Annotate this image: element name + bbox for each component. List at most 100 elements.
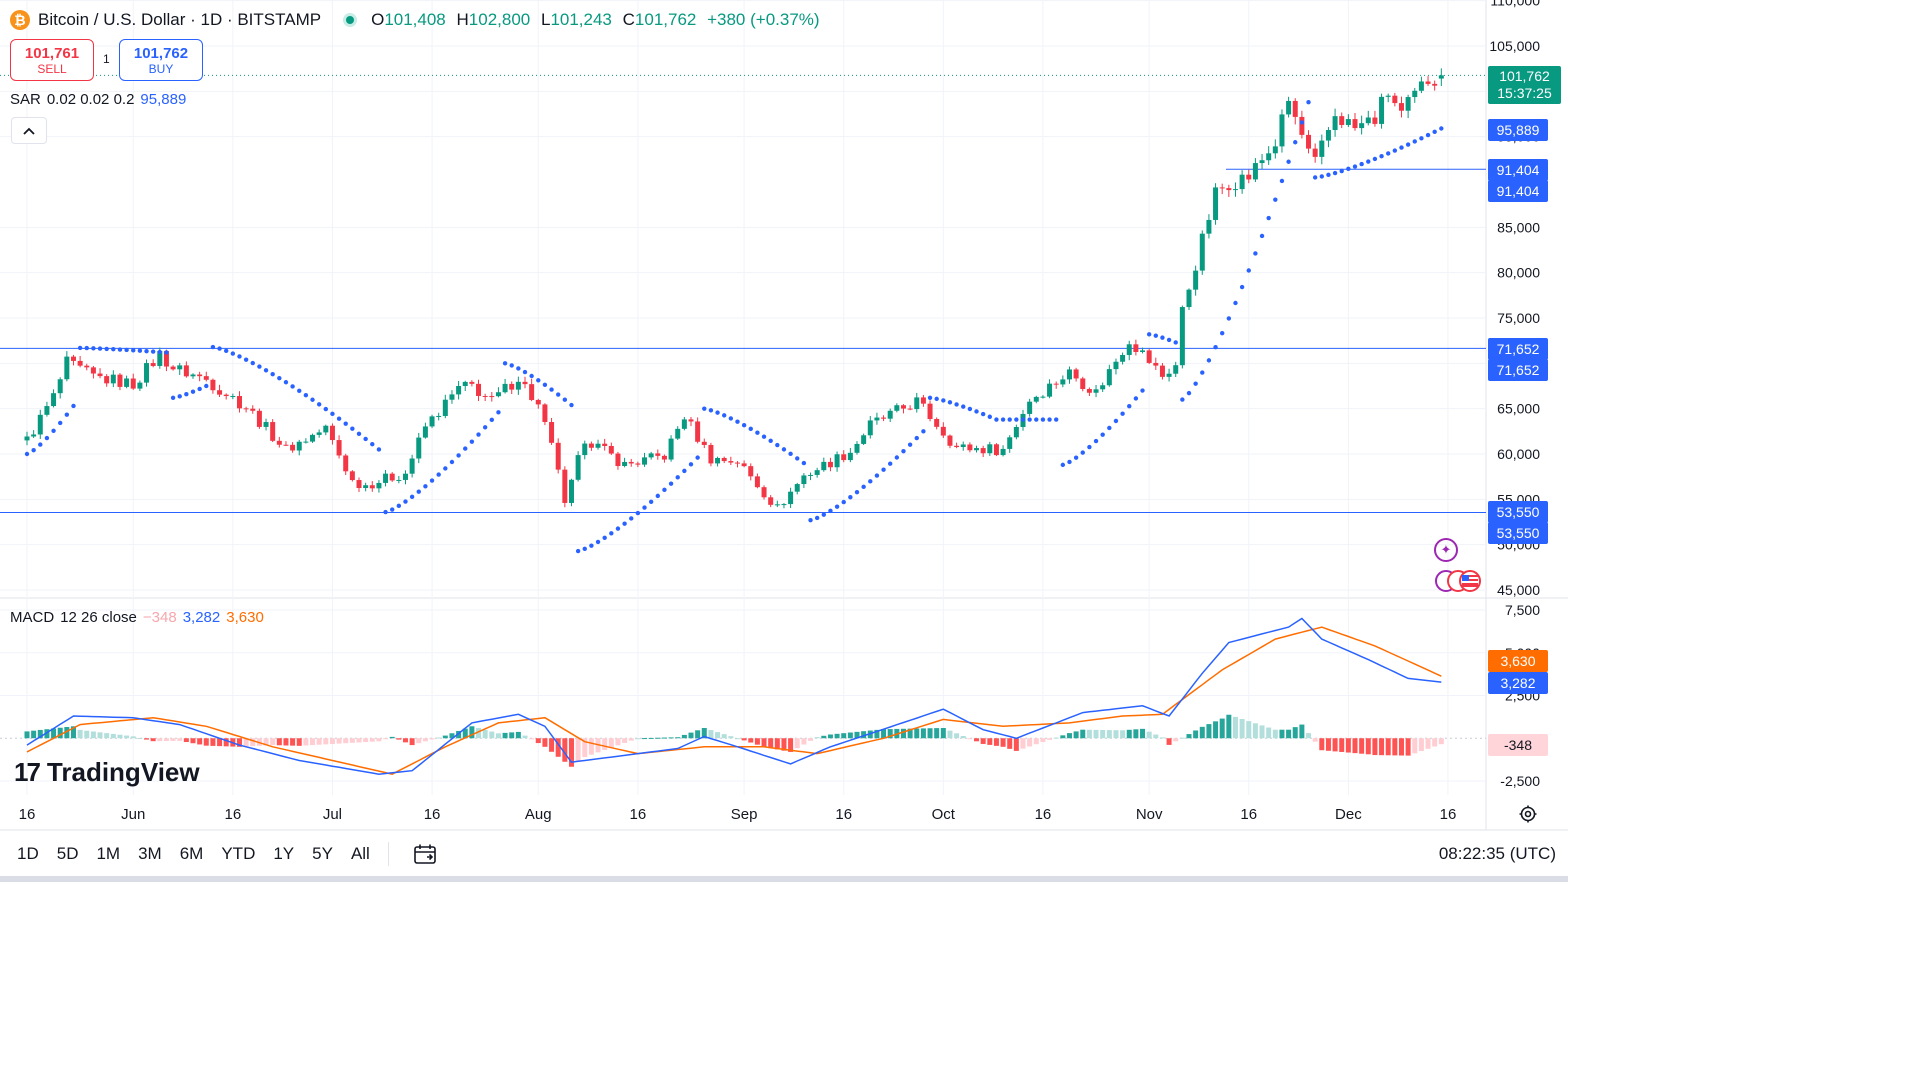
candle — [920, 394, 926, 407]
candle-body — [509, 383, 515, 390]
events-flag-icon[interactable] — [1434, 569, 1486, 593]
gear-icon[interactable] — [1518, 804, 1538, 824]
macd-hist-bar — [1246, 721, 1252, 739]
sar-dot — [383, 509, 388, 515]
candle — [476, 379, 482, 402]
macd-name: MACD — [10, 609, 55, 626]
macd-hist-bar — [31, 730, 37, 739]
macd-hist-bar — [469, 726, 475, 739]
timeframe-ytd[interactable]: YTD — [221, 844, 256, 863]
macd-hist-bar — [1073, 731, 1079, 739]
sar-dot — [403, 499, 408, 504]
sar-dot — [582, 546, 587, 552]
sell-price: 101,761 — [24, 44, 80, 62]
sparkle-icon[interactable]: ✦ — [1434, 538, 1458, 562]
timeframe-1d[interactable]: 1D — [17, 844, 39, 863]
macd-hist-bar — [476, 728, 482, 739]
timeframe-6m[interactable]: 6M — [179, 844, 204, 863]
candle-body — [635, 463, 641, 465]
macd-hist-bar — [987, 738, 993, 745]
timeframe-1m[interactable]: 1M — [96, 844, 121, 863]
candle — [847, 447, 853, 463]
sar-legend[interactable]: SAR 0.02 0.02 0.2 95,889 — [10, 91, 192, 108]
sar-dot — [224, 348, 229, 354]
candle-body — [1047, 383, 1053, 397]
macd-hist-bar — [801, 738, 807, 745]
candle — [1173, 361, 1179, 378]
candle-body — [270, 422, 276, 441]
buy-button[interactable]: 101,762 BUY — [119, 39, 203, 81]
symbol-title[interactable]: Bitcoin / U.S. Dollar · 1D · BITSTAMP — [38, 10, 322, 29]
macd-hist-bar — [1199, 726, 1205, 739]
sar-dot — [1286, 159, 1291, 164]
candle — [1266, 146, 1272, 165]
candle — [24, 431, 30, 446]
sell-button[interactable]: 101,761 SELL — [10, 39, 94, 81]
sar-dot — [1253, 251, 1258, 256]
macd-hist-bar — [409, 738, 415, 746]
candle-body — [728, 461, 734, 463]
timeframe-1y[interactable]: 1Y — [273, 844, 295, 863]
candle — [90, 365, 96, 379]
candle — [217, 384, 223, 398]
sar-dot — [1093, 438, 1099, 444]
sar-dot — [589, 543, 594, 548]
symbol-header[interactable]: ₿ Bitcoin / U.S. Dollar · 1D · BITSTAMP … — [10, 8, 826, 32]
candle — [223, 393, 229, 400]
sar-dot — [1246, 268, 1251, 273]
candle — [1060, 375, 1066, 388]
candle-body — [476, 383, 482, 396]
bitcoin-icon: ₿ — [10, 10, 30, 30]
macd-hist-bar — [436, 737, 442, 739]
candle-body — [157, 351, 163, 366]
candle-body — [808, 474, 814, 476]
timeframe-3m[interactable]: 3M — [138, 844, 162, 863]
macd-hist-bar — [197, 738, 203, 745]
collapse-legend-button[interactable] — [11, 117, 47, 144]
candle — [768, 495, 774, 508]
macd-hist-bar — [37, 729, 43, 739]
candle-body — [462, 381, 468, 387]
candle — [1100, 382, 1106, 392]
sar-dot — [111, 347, 116, 352]
buy-label: BUY — [148, 61, 174, 76]
candle-body — [1199, 233, 1205, 271]
chart-canvas[interactable]: 110,000105,000100,00095,00085,00080,0007… — [0, 0, 1568, 882]
candle — [64, 351, 70, 382]
candle-body — [801, 475, 807, 485]
candle — [310, 433, 316, 443]
timeframe-all[interactable]: All — [350, 844, 370, 863]
sar-dot — [814, 515, 820, 521]
candle — [808, 472, 814, 481]
sar-dot — [24, 451, 30, 457]
sar-dot — [668, 481, 674, 486]
candle — [1206, 214, 1212, 239]
macd-hist-bar — [841, 733, 847, 739]
utc-clock[interactable]: 08:22:35 (UTC) — [1438, 844, 1556, 863]
candle-body — [861, 435, 867, 444]
timeframe-5y[interactable]: 5Y — [312, 844, 333, 863]
candle — [542, 403, 548, 426]
sar-dot — [715, 410, 720, 415]
candle-body — [602, 443, 608, 447]
macd-hist-bar — [376, 738, 382, 742]
sar-dot — [164, 350, 169, 355]
sar-dot — [416, 489, 421, 494]
macd-legend[interactable]: MACD 12 26 close −348 3,282 3,630 — [10, 609, 270, 626]
candle-body — [1259, 160, 1265, 164]
sar-dot — [1425, 132, 1431, 138]
macd-hist-bar — [1126, 729, 1132, 739]
calendar-icon[interactable] — [413, 843, 437, 865]
macd-hist-bar — [144, 738, 150, 740]
candle-body — [588, 443, 594, 448]
candle-body — [243, 408, 249, 410]
candle — [1126, 340, 1132, 361]
sar-dot — [330, 411, 335, 417]
timeframe-5d[interactable]: 5D — [56, 844, 79, 863]
macd-hist-label: -348 — [1488, 734, 1548, 756]
candle — [117, 373, 123, 391]
sar-dot — [1107, 425, 1112, 431]
macd-hist-bar — [648, 737, 654, 739]
sar-dot — [927, 395, 933, 400]
sar-dot — [1060, 462, 1066, 468]
